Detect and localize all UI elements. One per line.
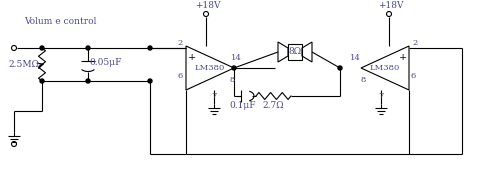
Text: +18V: +18V xyxy=(195,2,221,11)
Circle shape xyxy=(86,46,90,50)
Text: LM380: LM380 xyxy=(195,64,225,72)
Text: +18V: +18V xyxy=(378,2,404,11)
Text: 14: 14 xyxy=(231,54,242,62)
Text: 8: 8 xyxy=(229,76,235,84)
Text: 2.5MΩ: 2.5MΩ xyxy=(8,60,40,69)
Circle shape xyxy=(338,66,342,70)
Text: 0.1μF: 0.1μF xyxy=(230,102,256,111)
Text: 7: 7 xyxy=(211,92,217,100)
Text: Volum e control: Volum e control xyxy=(24,17,96,26)
Circle shape xyxy=(86,79,90,83)
Circle shape xyxy=(148,46,152,50)
Text: +: + xyxy=(399,54,407,62)
Text: LM380: LM380 xyxy=(370,64,400,72)
Text: 6: 6 xyxy=(177,72,183,80)
Circle shape xyxy=(40,79,44,83)
Circle shape xyxy=(148,79,152,83)
Circle shape xyxy=(232,66,236,70)
Text: 2.7Ω: 2.7Ω xyxy=(263,102,284,111)
Text: 8: 8 xyxy=(360,76,366,84)
Text: 2: 2 xyxy=(413,39,417,47)
Bar xyxy=(288,44,302,60)
Text: 2: 2 xyxy=(177,39,183,47)
Text: 0.05μF: 0.05μF xyxy=(90,58,122,67)
Circle shape xyxy=(40,46,44,50)
Text: +: + xyxy=(188,54,196,62)
Text: 7: 7 xyxy=(378,92,384,100)
Text: 8Ω: 8Ω xyxy=(289,48,301,56)
Text: 6: 6 xyxy=(411,72,416,80)
Text: 14: 14 xyxy=(349,54,361,62)
